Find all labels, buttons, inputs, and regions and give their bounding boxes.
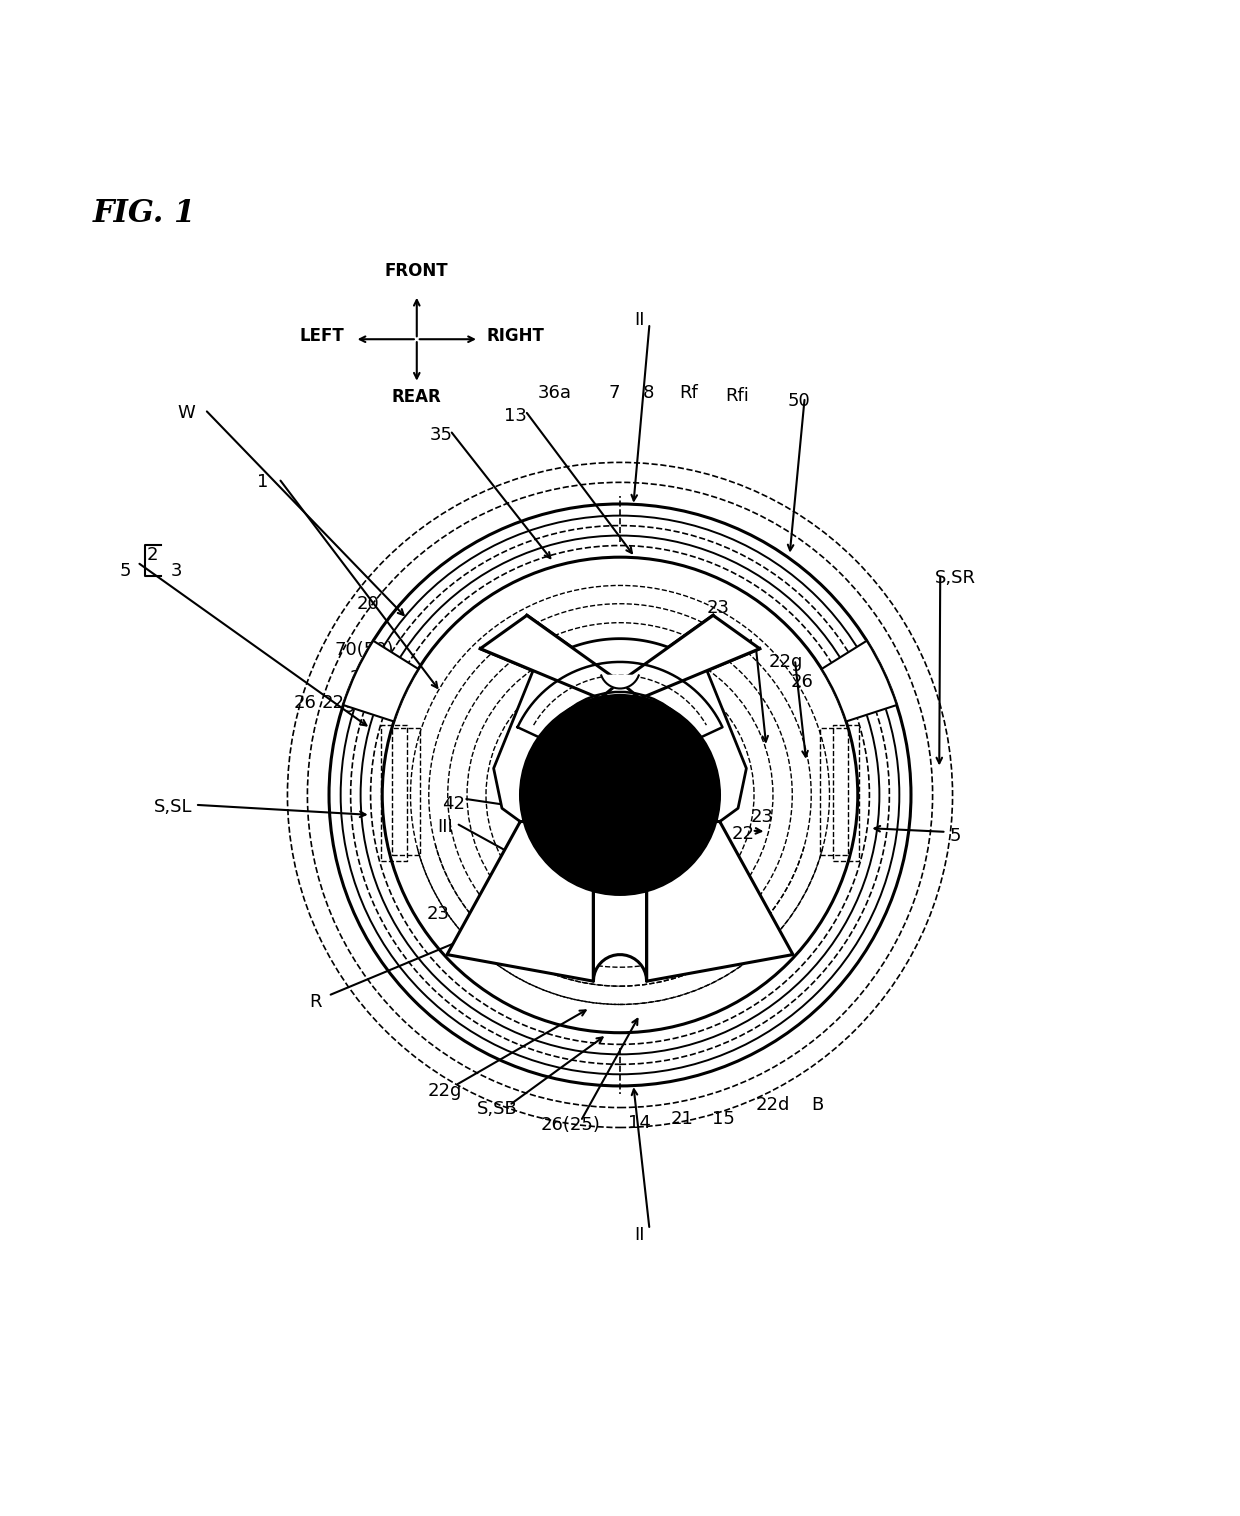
Text: 36: 36 — [636, 647, 658, 666]
Polygon shape — [646, 822, 792, 981]
Text: 70(50): 70(50) — [334, 641, 393, 658]
Text: H: H — [611, 646, 624, 664]
Circle shape — [587, 761, 653, 828]
Text: Rfi: Rfi — [725, 387, 749, 405]
Text: 22d: 22d — [755, 1096, 790, 1114]
Text: 7: 7 — [608, 385, 620, 402]
Polygon shape — [480, 615, 620, 699]
Polygon shape — [343, 641, 418, 722]
Text: 35: 35 — [430, 426, 453, 444]
Text: 26: 26 — [293, 694, 316, 711]
Text: 5: 5 — [119, 562, 130, 579]
Text: Rf: Rf — [680, 385, 698, 402]
Text: II: II — [635, 311, 645, 329]
Text: 22g: 22g — [428, 1081, 463, 1099]
Text: 15: 15 — [712, 1110, 735, 1128]
Text: FRONT: FRONT — [384, 262, 449, 280]
Text: B: B — [811, 1096, 823, 1114]
Text: 14: 14 — [629, 1114, 651, 1131]
Text: 42: 42 — [443, 794, 465, 813]
Text: 8: 8 — [642, 385, 653, 402]
Text: 26: 26 — [791, 673, 813, 691]
Text: 23: 23 — [750, 808, 774, 826]
Text: RIGHT: RIGHT — [486, 326, 544, 344]
Text: 50: 50 — [787, 391, 810, 409]
Polygon shape — [594, 828, 646, 981]
Polygon shape — [822, 641, 897, 722]
Text: LEFT: LEFT — [300, 326, 345, 344]
Text: 23: 23 — [694, 905, 718, 923]
Text: 22: 22 — [732, 825, 755, 843]
Text: R: R — [310, 993, 322, 1011]
Text: 1: 1 — [257, 473, 269, 491]
Text: 13: 13 — [503, 406, 527, 424]
Text: 5: 5 — [950, 826, 961, 844]
Text: 2: 2 — [146, 546, 157, 564]
Text: S,SB: S,SB — [476, 1101, 517, 1117]
Text: 23: 23 — [427, 905, 449, 923]
Text: 20: 20 — [356, 596, 379, 612]
Text: 22g: 22g — [322, 694, 356, 711]
Text: S,SR: S,SR — [935, 568, 976, 587]
Text: REAR: REAR — [392, 388, 441, 406]
Polygon shape — [620, 615, 760, 699]
Circle shape — [521, 696, 719, 894]
Text: 36a: 36a — [538, 385, 572, 402]
Text: 23: 23 — [350, 669, 373, 687]
Polygon shape — [517, 662, 723, 740]
Text: S,SL: S,SL — [154, 799, 192, 816]
Polygon shape — [494, 638, 746, 894]
Text: 22g: 22g — [769, 653, 804, 672]
Text: 21: 21 — [670, 1110, 693, 1128]
Text: 3: 3 — [171, 562, 182, 579]
Text: II: II — [635, 1225, 645, 1243]
Polygon shape — [448, 822, 594, 981]
Text: FIG. 1: FIG. 1 — [93, 197, 196, 229]
Polygon shape — [601, 676, 639, 688]
Text: 26(25): 26(25) — [541, 1116, 600, 1134]
Text: III: III — [438, 819, 453, 835]
Text: III: III — [738, 638, 754, 656]
Text: 23: 23 — [707, 599, 730, 617]
Text: W: W — [177, 405, 196, 421]
